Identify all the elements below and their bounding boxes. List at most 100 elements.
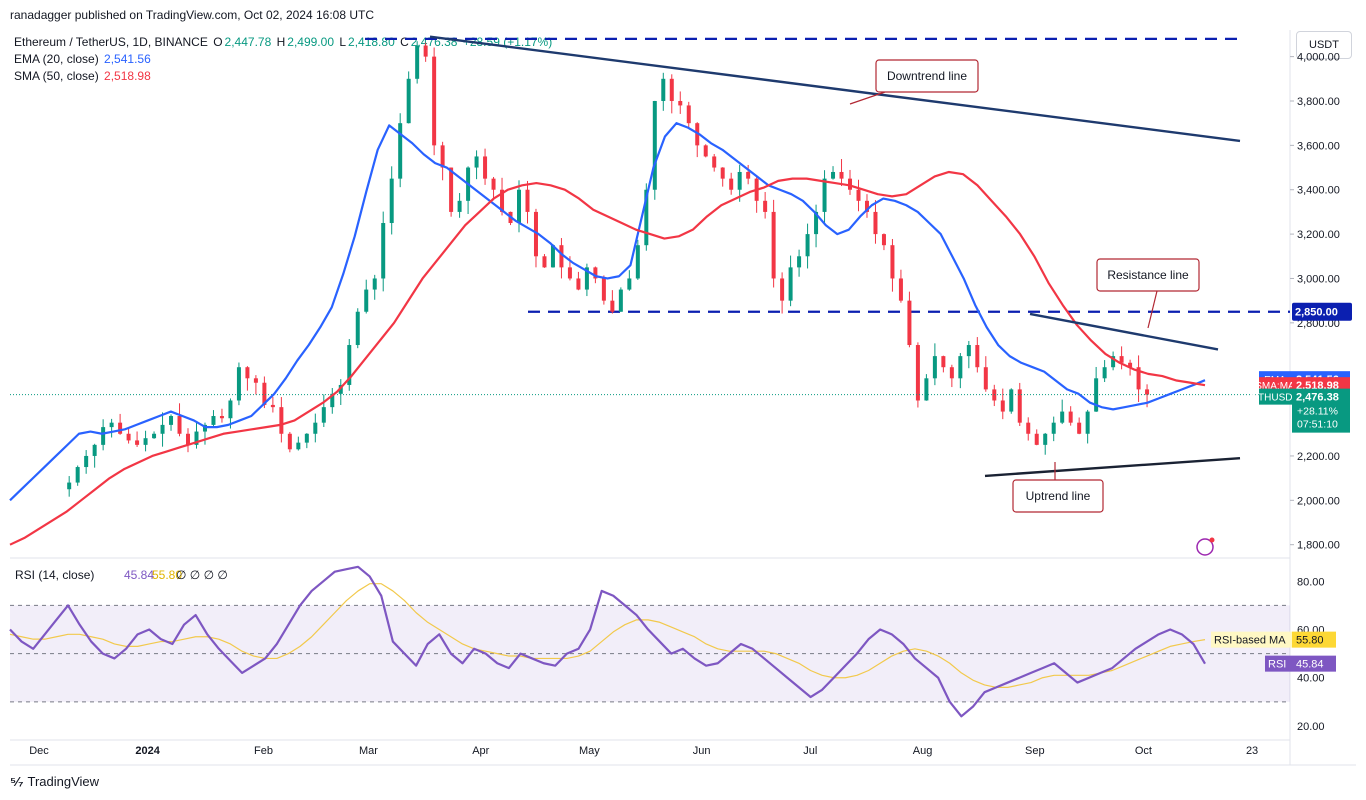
- open-value: 2,447.78: [224, 35, 272, 49]
- candle-body: [457, 200, 462, 212]
- time-tick-label: Oct: [1135, 745, 1152, 757]
- candle-body: [500, 189, 505, 212]
- sma-legend-value: 2,518.98: [104, 69, 151, 83]
- downtrend-callout-pointer: [849, 91, 886, 105]
- candle-body: [686, 105, 691, 124]
- candle-body: [822, 178, 827, 212]
- resistance-line: [1029, 312, 1219, 351]
- rsi-value-bg: [1292, 655, 1336, 672]
- price-tick-label: 3,200.00: [1297, 229, 1340, 241]
- candle-body: [194, 431, 199, 445]
- candle-body: [440, 145, 445, 168]
- candle-body: [720, 167, 725, 179]
- candle-body: [330, 393, 335, 408]
- price-tick-label: 2,000.00: [1297, 495, 1340, 507]
- candle-body: [219, 416, 224, 419]
- time-tick-label: Jul: [803, 745, 817, 757]
- rsi-ma-value-bg: [1292, 631, 1336, 648]
- candle-body: [101, 427, 106, 445]
- alert-dot-icon: [1209, 537, 1215, 543]
- rsi-tag-label: RSI: [1268, 659, 1286, 671]
- candle-body: [618, 289, 623, 312]
- candle-body: [848, 178, 853, 190]
- candle-body: [517, 189, 522, 224]
- uptrend-callout-box: [1012, 479, 1104, 513]
- candle-body: [491, 178, 496, 190]
- candle-body: [1136, 367, 1141, 390]
- ema-legend[interactable]: EMA (20, close) 2,541.56: [14, 52, 151, 66]
- candle-body: [958, 356, 963, 379]
- candle-body: [1102, 367, 1107, 379]
- candle-body: [593, 267, 598, 279]
- resistance-callout-pointer: [1147, 290, 1158, 329]
- candle-body: [746, 171, 751, 179]
- time-tick-label: Dec: [29, 745, 49, 757]
- rsi-legend-ma-value: 55.80: [152, 568, 182, 582]
- time-tick-label: Aug: [913, 745, 933, 757]
- price-tick-label: 1,800.00: [1297, 540, 1340, 552]
- candle-body: [228, 400, 233, 419]
- candle-body: [92, 444, 97, 456]
- rsi-ma-value: 55.80: [1296, 635, 1324, 647]
- candle-body: [771, 211, 776, 279]
- tradingview-logo[interactable]: ⁵⁄₇ TradingView: [10, 774, 100, 789]
- candle-body: [449, 167, 454, 212]
- candle-body: [627, 278, 632, 290]
- tv-logo-icon: ⁵⁄₇: [10, 774, 24, 789]
- candle-body: [253, 378, 258, 383]
- rsi-legend-extra: ∅ ∅ ∅ ∅: [176, 568, 228, 582]
- rsi-legend-value: 45.84: [124, 568, 154, 582]
- candle-body: [406, 78, 411, 124]
- rsi-ma-tag-bg: [1211, 631, 1292, 648]
- candle-body: [1026, 422, 1031, 434]
- candle-body: [304, 433, 309, 443]
- candle-body: [584, 267, 589, 290]
- candle-body: [839, 171, 844, 179]
- price-tick-label: 4,000.00: [1297, 52, 1340, 64]
- candle-body: [423, 45, 428, 57]
- candle-body: [313, 422, 318, 434]
- candle-body: [75, 467, 80, 483]
- publisher-line: ranadagger published on TradingView.com,…: [10, 8, 375, 22]
- price-tag-change: +28.11%: [1297, 406, 1338, 418]
- candle-body: [372, 278, 377, 290]
- candle-body: [542, 256, 547, 268]
- candle-body: [737, 171, 742, 190]
- candle-body: [932, 356, 937, 379]
- candle-body: [559, 245, 564, 268]
- candle-body: [533, 211, 538, 257]
- candle-body: [109, 422, 114, 428]
- resistance-callout-box: [1096, 258, 1200, 292]
- candle-body: [279, 407, 284, 434]
- candle-body: [550, 245, 555, 268]
- ema-line: [9, 122, 1206, 502]
- candle-body: [601, 278, 606, 301]
- sma-legend[interactable]: SMA (50, close) 2,518.98: [14, 69, 151, 83]
- candle-body: [1068, 411, 1073, 423]
- downtrend-line: [429, 35, 1241, 143]
- candle-body: [483, 156, 488, 179]
- candle-body: [364, 289, 369, 312]
- candle-body: [135, 440, 140, 445]
- candle-body: [1060, 411, 1065, 423]
- price-tag-value: 2,476.38: [1296, 392, 1339, 404]
- candle-body: [355, 311, 360, 346]
- candle-body: [177, 416, 182, 434]
- rsi-legend-title: RSI (14, close): [15, 568, 94, 582]
- candle-body: [864, 200, 869, 212]
- candle-body: [118, 422, 123, 434]
- rsi-tick-label: 80.00: [1297, 576, 1325, 588]
- symbol-legend: Ethereum / TetherUS, 1D, BINANCE O 2,447.…: [14, 35, 553, 49]
- candle-body: [712, 156, 717, 168]
- rsi-tick-label: 40.00: [1297, 673, 1325, 685]
- price-tag-label: SMA:MA: [1255, 381, 1295, 392]
- candle-body: [703, 145, 708, 157]
- ema-legend-value: 2,541.56: [104, 52, 151, 66]
- symbol-name[interactable]: Ethereum / TetherUS, 1D, BINANCE: [14, 35, 208, 49]
- candle-body: [907, 300, 912, 346]
- time-tick-label: 2024: [135, 745, 160, 757]
- currency-button[interactable]: USDT: [1296, 31, 1352, 59]
- candle-body: [1017, 389, 1022, 423]
- candle-body: [262, 382, 267, 405]
